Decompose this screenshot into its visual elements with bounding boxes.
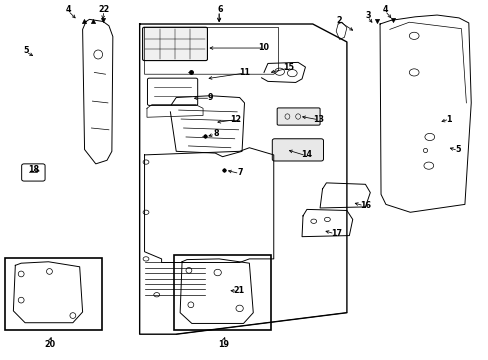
Text: 6: 6 — [217, 5, 223, 14]
Text: 4: 4 — [65, 5, 71, 14]
Text: 7: 7 — [237, 168, 243, 177]
FancyBboxPatch shape — [272, 139, 323, 161]
FancyBboxPatch shape — [142, 27, 207, 60]
Text: 12: 12 — [230, 114, 241, 123]
Text: 3: 3 — [365, 11, 370, 20]
FancyBboxPatch shape — [277, 108, 320, 125]
Text: 9: 9 — [207, 93, 213, 102]
Text: 1: 1 — [446, 114, 451, 123]
Text: 2: 2 — [336, 16, 342, 25]
Text: 15: 15 — [282, 63, 293, 72]
Text: 17: 17 — [330, 229, 341, 238]
FancyBboxPatch shape — [173, 255, 271, 330]
Text: 5: 5 — [454, 145, 460, 154]
Text: 8: 8 — [213, 129, 219, 138]
Text: 11: 11 — [239, 68, 249, 77]
Text: 16: 16 — [359, 201, 370, 210]
Text: 21: 21 — [233, 286, 244, 295]
Text: 14: 14 — [301, 150, 312, 159]
Text: 19: 19 — [218, 340, 229, 349]
FancyBboxPatch shape — [4, 258, 102, 330]
Text: 22: 22 — [98, 5, 109, 14]
Text: 10: 10 — [258, 43, 269, 52]
Text: 18: 18 — [28, 165, 40, 174]
Text: 13: 13 — [313, 114, 324, 123]
Text: 4: 4 — [383, 5, 388, 14]
Text: 5: 5 — [23, 46, 29, 55]
Text: 20: 20 — [44, 340, 55, 349]
